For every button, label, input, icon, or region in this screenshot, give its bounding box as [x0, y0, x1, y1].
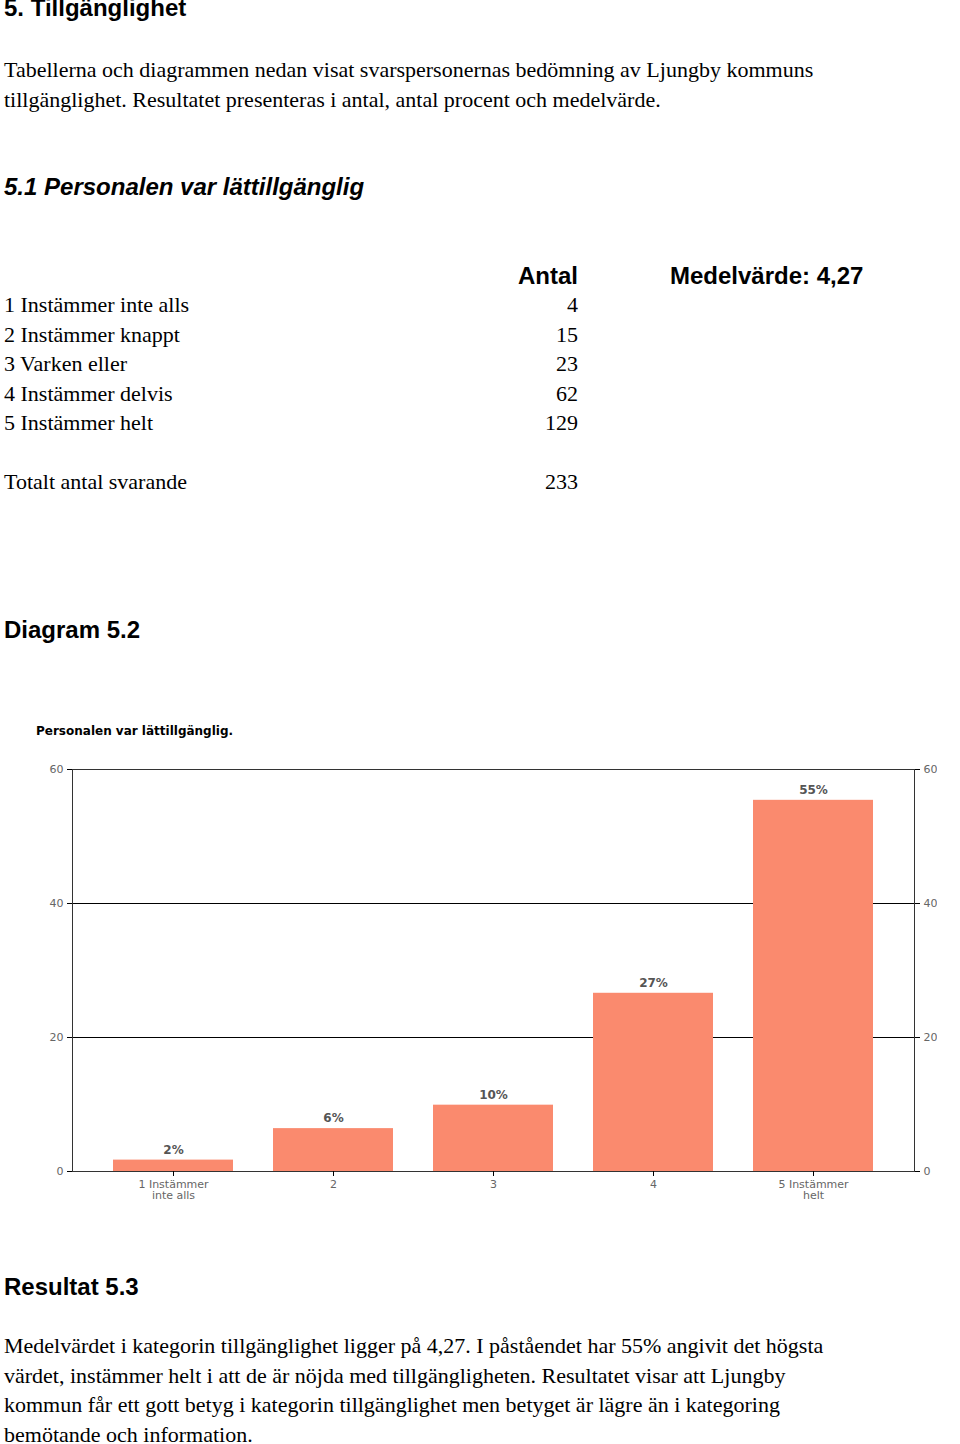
svg-text:2%: 2%: [163, 1143, 183, 1157]
html-text:Medelvärdet i kategorin tillgä: Medelvärdet i kategorin tillgänglighet l…: [4, 1333, 824, 1358]
html-text:23: 23: [556, 351, 578, 376]
html-text:Personalen var lättillgänglig.: Personalen var lättillgänglig.: [36, 724, 234, 738]
svg-text:1 Instämmerinte alls: 1 Instämmerinte alls: [138, 1178, 209, 1202]
html-text:Antal: Antal: [518, 262, 578, 289]
svg-text:60: 60: [924, 763, 938, 776]
html-text:15: 15: [556, 321, 578, 347]
svg-text:4: 4: [650, 1178, 657, 1191]
html-text:Medelvärde: 4,27: Medelvärde: 4,27: [670, 262, 864, 289]
html-text:129: 129: [545, 410, 578, 435]
svg-text:0: 0: [57, 1165, 64, 1178]
svg-text:60: 60: [50, 763, 64, 776]
html-text:Diagram 5.2: Diagram 5.2: [4, 616, 141, 643]
html-text:5.1 Personalen var lättillgäng: 5.1 Personalen var lättillgänglig: [4, 173, 365, 200]
svg-text:20: 20: [50, 1031, 64, 1044]
svg-text:6%: 6%: [323, 1111, 343, 1125]
html-text:1 Instämmer inte alls: 1 Instämmer inte alls: [4, 292, 190, 317]
html-text:Totalt antal svarande: Totalt antal svarande: [4, 469, 187, 494]
html-text:Tabellerna och diagrammen neda: Tabellerna och diagrammen nedan visat sv…: [4, 57, 814, 82]
html-text:62: 62: [556, 380, 578, 406]
html-text:tillgänglighet. Resultatet pre: tillgänglighet. Resultatet presenteras i…: [4, 86, 661, 112]
svg-text:40: 40: [924, 897, 938, 910]
html-text:värdet, instämmer helt i att d: värdet, instämmer helt i att de är nöjda…: [4, 1362, 786, 1388]
svg-text:55%: 55%: [799, 783, 828, 797]
html-text:kommun får ett gott betyg i ka: kommun får ett gott betyg i kategorin ti…: [4, 1392, 780, 1417]
html-text:5 Instämmer helt: 5 Instämmer helt: [4, 410, 154, 435]
svg-text:40: 40: [50, 897, 64, 910]
svg-text:10%: 10%: [479, 1088, 508, 1102]
html-text:4 Instämmer delvis: 4 Instämmer delvis: [4, 380, 173, 406]
svg-text:27%: 27%: [639, 976, 668, 990]
html-text:Resultat 5.3: Resultat 5.3: [4, 1273, 139, 1300]
html-text:4: 4: [567, 292, 578, 317]
svg-text:2: 2: [330, 1178, 337, 1191]
svg-text:0: 0: [924, 1165, 931, 1178]
svg-text:3: 3: [490, 1178, 497, 1191]
svg-text:20: 20: [924, 1031, 938, 1044]
html-text:2 Instämmer knappt: 2 Instämmer knappt: [4, 321, 180, 347]
html-text:233: 233: [545, 469, 578, 494]
html-text:3 Varken eller: 3 Varken eller: [4, 351, 127, 376]
svg-text:5 Instämmerhelt: 5 Instämmerhelt: [778, 1178, 849, 1202]
